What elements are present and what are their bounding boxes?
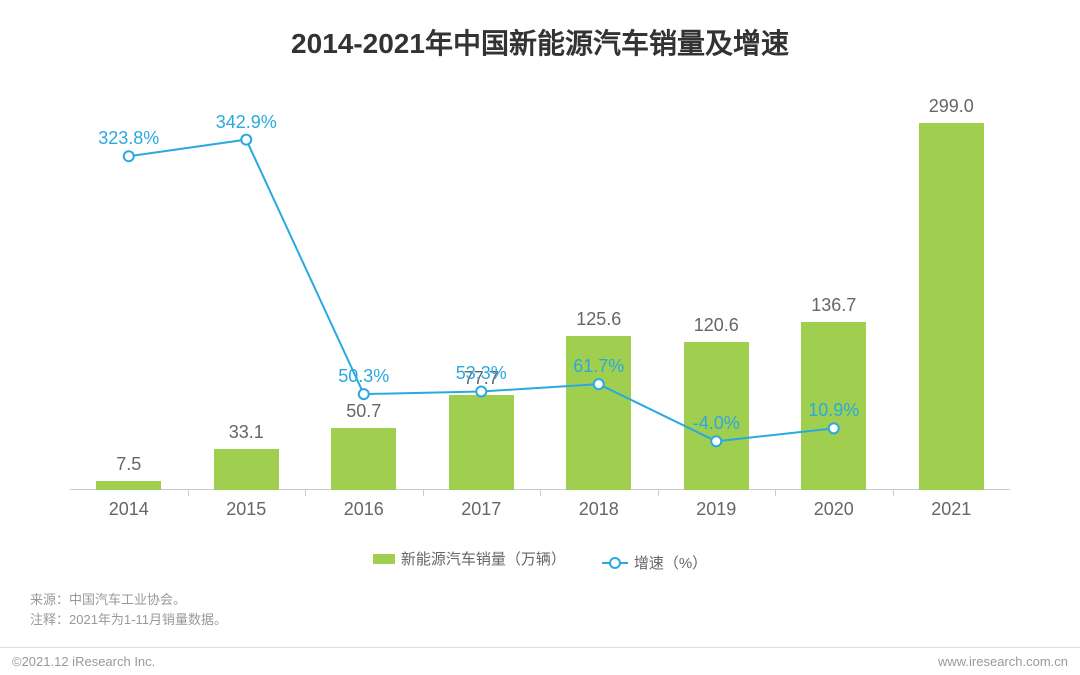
x-axis-tick [775,490,776,496]
bar-value-label: 120.6 [694,315,739,336]
footer-right: www.iresearch.com.cn [938,654,1068,669]
chart-area: 7.5201433.1201550.7201677.72017125.62018… [70,90,1010,520]
bar-value-label: 33.1 [229,422,264,443]
bar-value-label: 50.7 [346,401,381,422]
x-axis-label: 2015 [226,499,266,520]
bar-value-label: 299.0 [929,96,974,117]
x-axis-tick [423,490,424,496]
footnote-note: 注释：2021年为1-11月销量数据。 [30,610,227,630]
footnote-source: 来源：中国汽车工业协会。 [30,590,227,610]
bar [96,481,161,490]
line-value-label: 61.7% [573,356,624,377]
x-axis-tick [893,490,894,496]
legend-item: 增速（%） [602,552,707,573]
bar-value-label: 125.6 [576,309,621,330]
legend: 新能源汽车销量（万辆） 增速（%） [0,548,1080,573]
line-value-label: -4.0% [693,413,740,434]
legend-swatch-bar [373,554,395,564]
footer-left: ©2021.12 iResearch Inc. [12,654,155,669]
legend-label: 新能源汽车销量（万辆） [401,548,566,569]
bar [449,395,514,490]
x-axis-label: 2017 [461,499,501,520]
legend-label: 增速（%） [634,552,707,573]
footnotes: 来源：中国汽车工业协会。 注释：2021年为1-11月销量数据。 [30,590,227,629]
footer: ©2021.12 iResearch Inc. www.iresearch.co… [0,647,1080,669]
x-axis-label: 2021 [931,499,971,520]
x-axis-label: 2019 [696,499,736,520]
x-axis-label: 2018 [579,499,619,520]
legend-swatch-line [602,562,628,564]
x-axis-tick [658,490,659,496]
x-axis-tick [188,490,189,496]
line-value-label: 53.3% [456,363,507,384]
bar [214,449,279,490]
bar [919,123,984,490]
legend-item: 新能源汽车销量（万辆） [373,548,566,569]
line-value-label: 50.3% [338,366,389,387]
x-axis-label: 2016 [344,499,384,520]
x-axis-tick [305,490,306,496]
bar [331,428,396,490]
x-axis-tick [540,490,541,496]
line-value-label: 342.9% [216,112,277,133]
x-axis-label: 2020 [814,499,854,520]
chart-title: 2014-2021年中国新能源汽车销量及增速 [0,0,1080,62]
line-value-label: 323.8% [98,128,159,149]
line-value-label: 10.9% [808,400,859,421]
bar-value-label: 7.5 [116,454,141,475]
x-axis-label: 2014 [109,499,149,520]
bar-value-label: 136.7 [811,295,856,316]
